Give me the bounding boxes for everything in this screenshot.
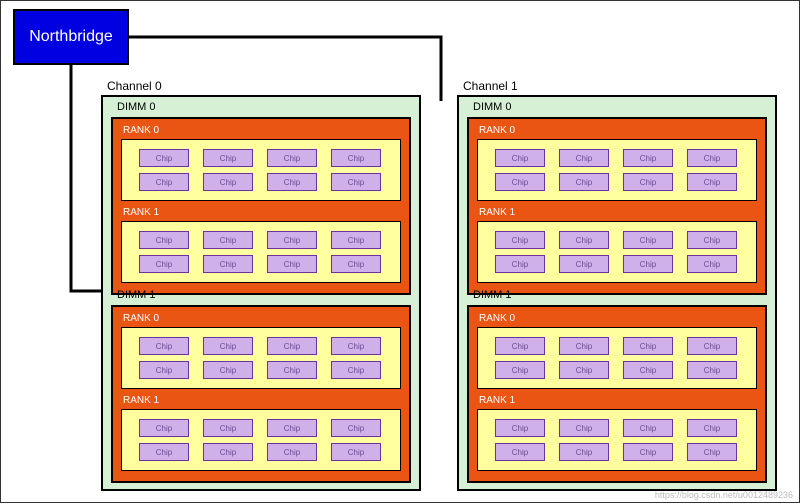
watermark-text: https://blog.csdn.net/u0012489236: [655, 490, 793, 500]
chip: Chip: [623, 255, 673, 273]
rank-label: RANK 0: [479, 125, 515, 136]
chip: Chip: [687, 337, 737, 355]
chip: Chip: [687, 419, 737, 437]
chip: Chip: [267, 361, 317, 379]
northbridge-label: Northbridge: [29, 28, 113, 46]
chip: Chip: [687, 173, 737, 191]
channel-label: Channel 0: [107, 79, 162, 93]
rank-label: RANK 1: [479, 395, 515, 406]
chip: Chip: [203, 361, 253, 379]
chip: Chip: [495, 361, 545, 379]
chip: Chip: [267, 419, 317, 437]
chip: Chip: [495, 231, 545, 249]
chip: Chip: [267, 337, 317, 355]
chip: Chip: [559, 419, 609, 437]
chip: Chip: [203, 419, 253, 437]
chip: Chip: [623, 443, 673, 461]
chip: Chip: [623, 149, 673, 167]
chip: Chip: [495, 255, 545, 273]
chip: Chip: [559, 231, 609, 249]
chip: Chip: [203, 149, 253, 167]
chip: Chip: [139, 419, 189, 437]
chip: Chip: [687, 255, 737, 273]
chip: Chip: [139, 443, 189, 461]
wire-nb-to-ch0: [71, 65, 101, 291]
chip: Chip: [139, 361, 189, 379]
chip: Chip: [139, 231, 189, 249]
chip: Chip: [559, 255, 609, 273]
chip: Chip: [203, 231, 253, 249]
chip: Chip: [267, 231, 317, 249]
chip: Chip: [495, 337, 545, 355]
chip: Chip: [687, 231, 737, 249]
dimm-label: DIMM 1: [473, 289, 512, 301]
rank-label: RANK 1: [123, 207, 159, 218]
chip: Chip: [623, 419, 673, 437]
chip: Chip: [495, 149, 545, 167]
chip: Chip: [267, 443, 317, 461]
chip: Chip: [331, 361, 381, 379]
rank-label: RANK 0: [123, 313, 159, 324]
chip: Chip: [267, 173, 317, 191]
chip: Chip: [623, 173, 673, 191]
chip: Chip: [495, 173, 545, 191]
chip: Chip: [331, 149, 381, 167]
chip: Chip: [559, 443, 609, 461]
chip: Chip: [559, 337, 609, 355]
dimm-label: DIMM 1: [117, 289, 156, 301]
chip: Chip: [623, 231, 673, 249]
rank-label: RANK 1: [479, 207, 515, 218]
chip: Chip: [139, 337, 189, 355]
chip: Chip: [331, 231, 381, 249]
chip: Chip: [267, 149, 317, 167]
chip: Chip: [495, 419, 545, 437]
rank-label: RANK 0: [479, 313, 515, 324]
chip: Chip: [331, 337, 381, 355]
wire-nb-to-ch1: [129, 37, 441, 101]
chip: Chip: [623, 337, 673, 355]
chip: Chip: [623, 361, 673, 379]
rank-label: RANK 0: [123, 125, 159, 136]
chip: Chip: [331, 173, 381, 191]
chip: Chip: [331, 443, 381, 461]
chip: Chip: [203, 255, 253, 273]
chip: Chip: [267, 255, 317, 273]
chip: Chip: [559, 361, 609, 379]
chip: Chip: [687, 361, 737, 379]
chip: Chip: [203, 443, 253, 461]
chip: Chip: [331, 255, 381, 273]
chip: Chip: [687, 149, 737, 167]
dimm-label: DIMM 0: [117, 101, 156, 113]
chip: Chip: [139, 173, 189, 191]
chip: Chip: [139, 149, 189, 167]
northbridge-block: Northbridge: [13, 9, 129, 65]
chip: Chip: [331, 419, 381, 437]
chip: Chip: [495, 443, 545, 461]
dimm-label: DIMM 0: [473, 101, 512, 113]
channel-label: Channel 1: [463, 79, 518, 93]
chip: Chip: [559, 173, 609, 191]
chip: Chip: [203, 173, 253, 191]
chip: Chip: [139, 255, 189, 273]
chip: Chip: [203, 337, 253, 355]
rank-label: RANK 1: [123, 395, 159, 406]
chip: Chip: [687, 443, 737, 461]
chip: Chip: [559, 149, 609, 167]
